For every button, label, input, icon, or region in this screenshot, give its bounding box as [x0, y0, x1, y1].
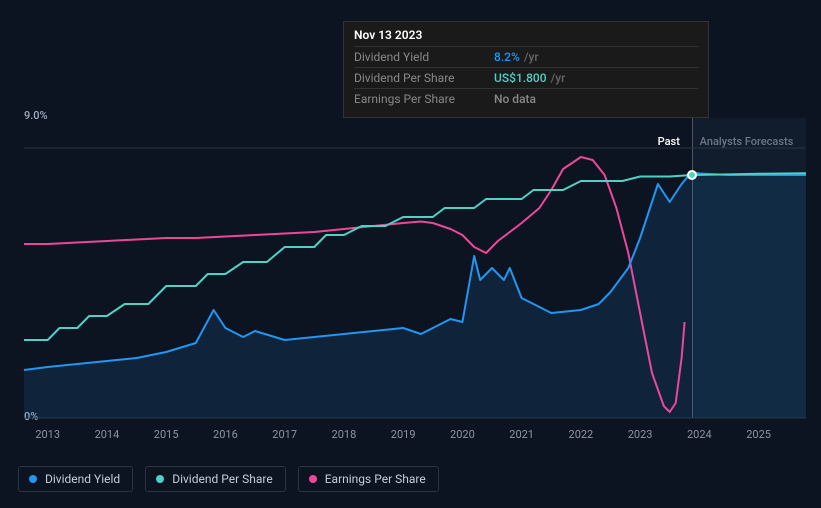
x-axis-label: 2025 [746, 428, 771, 441]
x-axis-label: 2020 [450, 428, 475, 441]
x-axis-label: 2017 [272, 428, 297, 441]
legend-item-earnings-per-share[interactable]: Earnings Per Share [298, 466, 439, 492]
x-axis-label: 2022 [569, 428, 594, 441]
x-axis-label: 2024 [687, 428, 712, 441]
tooltip-row-value: 8.2%/yr [494, 50, 539, 64]
x-axis-label: 2019 [391, 428, 416, 441]
x-axis-label: 2016 [213, 428, 238, 441]
x-axis-label: 2023 [628, 428, 653, 441]
legend-item-dividend-per-share[interactable]: Dividend Per Share [145, 466, 286, 492]
dividend-yield-area [24, 172, 806, 418]
tooltip-date: Nov 13 2023 [354, 28, 698, 46]
tooltip-row-value: US$1.800/yr [494, 71, 565, 85]
tooltip-row-unit: /yr [524, 50, 539, 64]
dividend-chart: Nov 13 2023 Dividend Yield8.2%/yrDividen… [0, 0, 821, 508]
tooltip-row: Dividend Per ShareUS$1.800/yr [354, 67, 698, 88]
legend-dot-icon [29, 475, 37, 483]
x-axis-label: 2018 [332, 428, 357, 441]
chart-plot[interactable] [24, 118, 806, 418]
today-marker [687, 170, 697, 180]
tooltip-row-value: No data [494, 92, 536, 106]
tooltip-row-unit: /yr [551, 71, 566, 85]
tooltip-row: Dividend Yield8.2%/yr [354, 46, 698, 67]
tooltip-row-label: Dividend Per Share [354, 71, 494, 85]
chart-tooltip: Nov 13 2023 Dividend Yield8.2%/yrDividen… [343, 21, 709, 118]
x-axis-label: 2021 [509, 428, 534, 441]
tooltip-row-label: Earnings Per Share [354, 92, 494, 106]
x-axis-label: 2015 [154, 428, 179, 441]
tooltip-row: Earnings Per ShareNo data [354, 88, 698, 109]
legend-label: Dividend Per Share [172, 472, 273, 486]
legend-dot-icon [309, 475, 317, 483]
x-axis-label: 2013 [35, 428, 60, 441]
x-axis: 2013 2014 2015 2016 2017 2018 2019 2020 2021 2022… [24, 428, 806, 448]
legend: Dividend Yield Dividend Per Share Earnings… [18, 466, 439, 492]
legend-dot-icon [156, 475, 164, 483]
legend-label: Dividend Yield [45, 472, 120, 486]
x-axis-label: 2014 [95, 428, 120, 441]
legend-label: Earnings Per Share [325, 472, 426, 486]
legend-item-dividend-yield[interactable]: Dividend Yield [18, 466, 133, 492]
tooltip-row-label: Dividend Yield [354, 50, 494, 64]
